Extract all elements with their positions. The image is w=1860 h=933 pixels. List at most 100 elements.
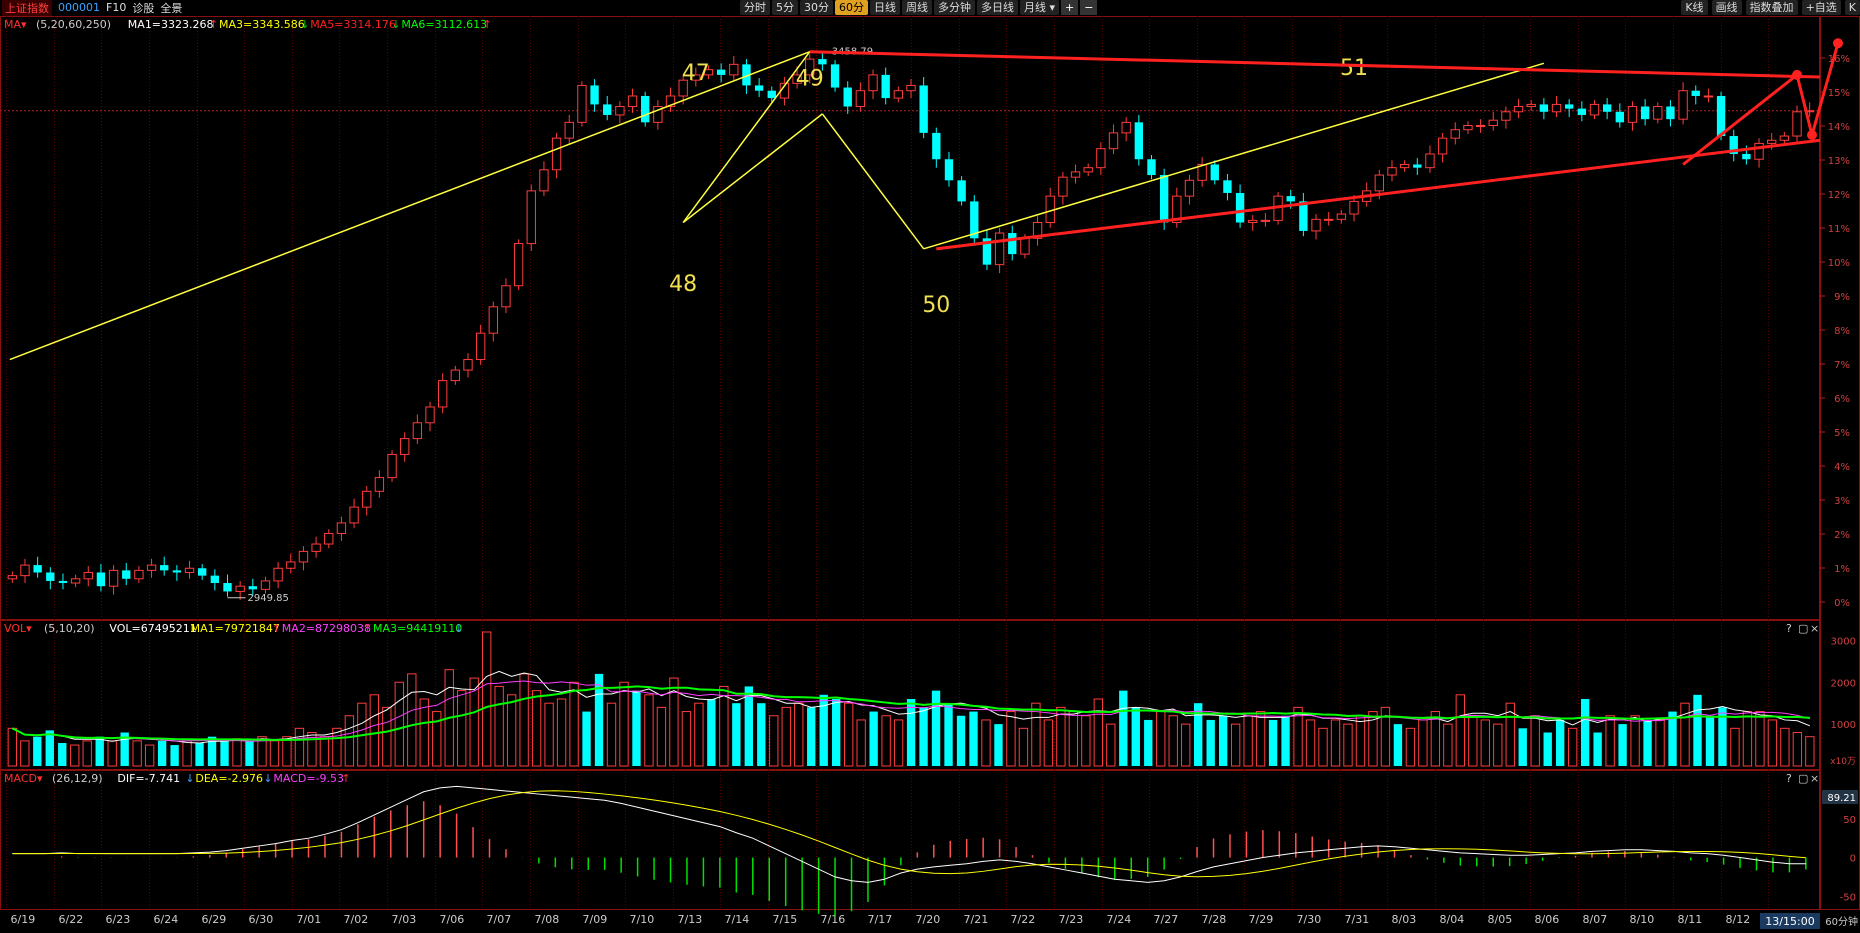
volume-bar-down (220, 740, 229, 766)
volume-bar-down (732, 703, 741, 766)
date-tick-7-29: 7/29 (1249, 913, 1274, 926)
pct-tick: 9% (1834, 292, 1850, 303)
period-3[interactable]: 60分 (835, 0, 868, 15)
arrow-head (1792, 69, 1803, 80)
date-tick-7-28: 7/28 (1202, 913, 1227, 926)
volume-bar-down (1206, 719, 1215, 766)
volume-bar-up (881, 715, 891, 767)
toolbar-right-3[interactable]: +自选 (1801, 0, 1841, 15)
zoom-out-button[interactable]: − (1080, 0, 1098, 15)
pct-tick: 16% (1828, 54, 1850, 65)
vol-arrow-1: ↑ (272, 622, 281, 635)
volume-bar-down (1393, 724, 1403, 766)
main-label-0: MA1=3323.268 (128, 18, 214, 31)
f10-link[interactable]: F10 (106, 1, 127, 14)
volume-bar-up (144, 744, 155, 767)
macd-indicator-button[interactable]: MACD▾ (4, 772, 43, 785)
candle-up (665, 95, 676, 108)
candle-down (982, 238, 992, 265)
vol-label-2: MA2=87298038 (282, 622, 371, 635)
period-6[interactable]: 多分钟 (934, 0, 975, 15)
main-arrow-3: ↑ (483, 18, 492, 31)
candle-up (1374, 174, 1384, 192)
volume-bar-up (132, 740, 142, 767)
overview-link[interactable]: 全景 (160, 1, 183, 15)
vol-indicator-button[interactable]: VOL▾ (4, 622, 32, 635)
candle-down (223, 583, 232, 592)
candle-up (1020, 237, 1030, 255)
panel-control-1[interactable]: ▢ (1798, 622, 1808, 635)
candle-up (577, 84, 587, 123)
volume-bar-down (944, 703, 953, 766)
main-indicator-button[interactable]: MA▾ (4, 18, 27, 31)
toolbar-right-4[interactable]: K (1844, 0, 1860, 15)
pct-tick: 3% (1834, 496, 1850, 507)
volume-bar-up (794, 702, 804, 767)
volume-bar-down (207, 736, 217, 766)
candle-up (703, 69, 714, 76)
toolbar-right-1[interactable]: 画线 (1711, 0, 1742, 15)
candle-up (855, 90, 866, 108)
volume-ma-20 (11, 685, 1810, 741)
wave-label-48: 48 (669, 272, 697, 297)
main-arrow-0: ↑ (209, 18, 218, 31)
vol-label-3: MA3=94419110 (373, 622, 462, 635)
volume-bar-up (656, 706, 667, 767)
diagnose-link[interactable]: 诊股 (132, 1, 155, 15)
date-tick-7-17: 7/17 (868, 913, 893, 926)
zoom-in-button[interactable]: + (1061, 0, 1079, 15)
volume-bar-up (107, 740, 117, 767)
panel-control-0[interactable]: ? (1786, 622, 1792, 635)
candle-down (1565, 104, 1574, 109)
date-tick-6-23: 6/23 (106, 913, 131, 926)
period-8[interactable]: 月线 (1020, 0, 1060, 15)
volume-bar-up (1043, 719, 1054, 767)
date-tick-8-11: 8/11 (1678, 913, 1703, 926)
period-2[interactable]: 30分 (800, 0, 833, 15)
candle-up (286, 561, 296, 569)
candle-up (400, 438, 410, 455)
period-0[interactable]: 分时 (740, 0, 770, 15)
volume-bar-up (1455, 694, 1466, 767)
candle-up (1463, 124, 1473, 131)
date-tick-7-07: 7/07 (487, 913, 512, 926)
panel-control-1[interactable]: ▢ (1798, 772, 1808, 785)
index-code: 000001 (58, 1, 100, 14)
candle-up (20, 564, 30, 577)
volume-bar-up (1730, 727, 1740, 767)
macd-tick: 50 (1843, 815, 1856, 826)
volume-bar-up (619, 681, 629, 767)
panel-control-0[interactable]: ? (1786, 772, 1792, 785)
pct-tick: 1% (1834, 564, 1850, 575)
period-4[interactable]: 日线 (870, 0, 900, 15)
toolbar-right-0[interactable]: K线 (1681, 0, 1708, 15)
toolbar-right-2[interactable]: 指数叠加 (1745, 0, 1798, 15)
volume-bar-up (1405, 727, 1416, 767)
panel-control-2[interactable]: × (1810, 772, 1819, 785)
macd-dea-line (12, 790, 1806, 878)
candle-down (754, 85, 764, 91)
macd-arrow-0: ↓ (185, 772, 194, 785)
candle-up (1032, 221, 1043, 239)
index-title[interactable]: 上证指数 (2, 0, 52, 16)
candle-down (96, 572, 106, 587)
volume-bar-up (332, 727, 342, 767)
volume-bar-up (569, 681, 579, 767)
candle-down (1716, 95, 1726, 137)
candle-down (1729, 136, 1738, 154)
volume-bar-up (1742, 711, 1753, 767)
volume-bar-down (919, 707, 928, 766)
date-tick-8-05: 8/05 (1488, 913, 1513, 926)
candle-up (1501, 111, 1511, 121)
period-5[interactable]: 周线 (902, 0, 932, 15)
candle-up (324, 532, 334, 545)
volume-bar-down (95, 736, 104, 766)
period-1[interactable]: 5分 (772, 0, 798, 15)
pct-tick: 15% (1828, 88, 1850, 99)
date-tick-7-03: 7/03 (392, 913, 417, 926)
volume-bar-up (1655, 719, 1665, 767)
period-7[interactable]: 多日线 (977, 0, 1018, 15)
macd-label-0: DIF=-7.741 (117, 772, 180, 785)
panel-control-2[interactable]: × (1810, 622, 1819, 635)
